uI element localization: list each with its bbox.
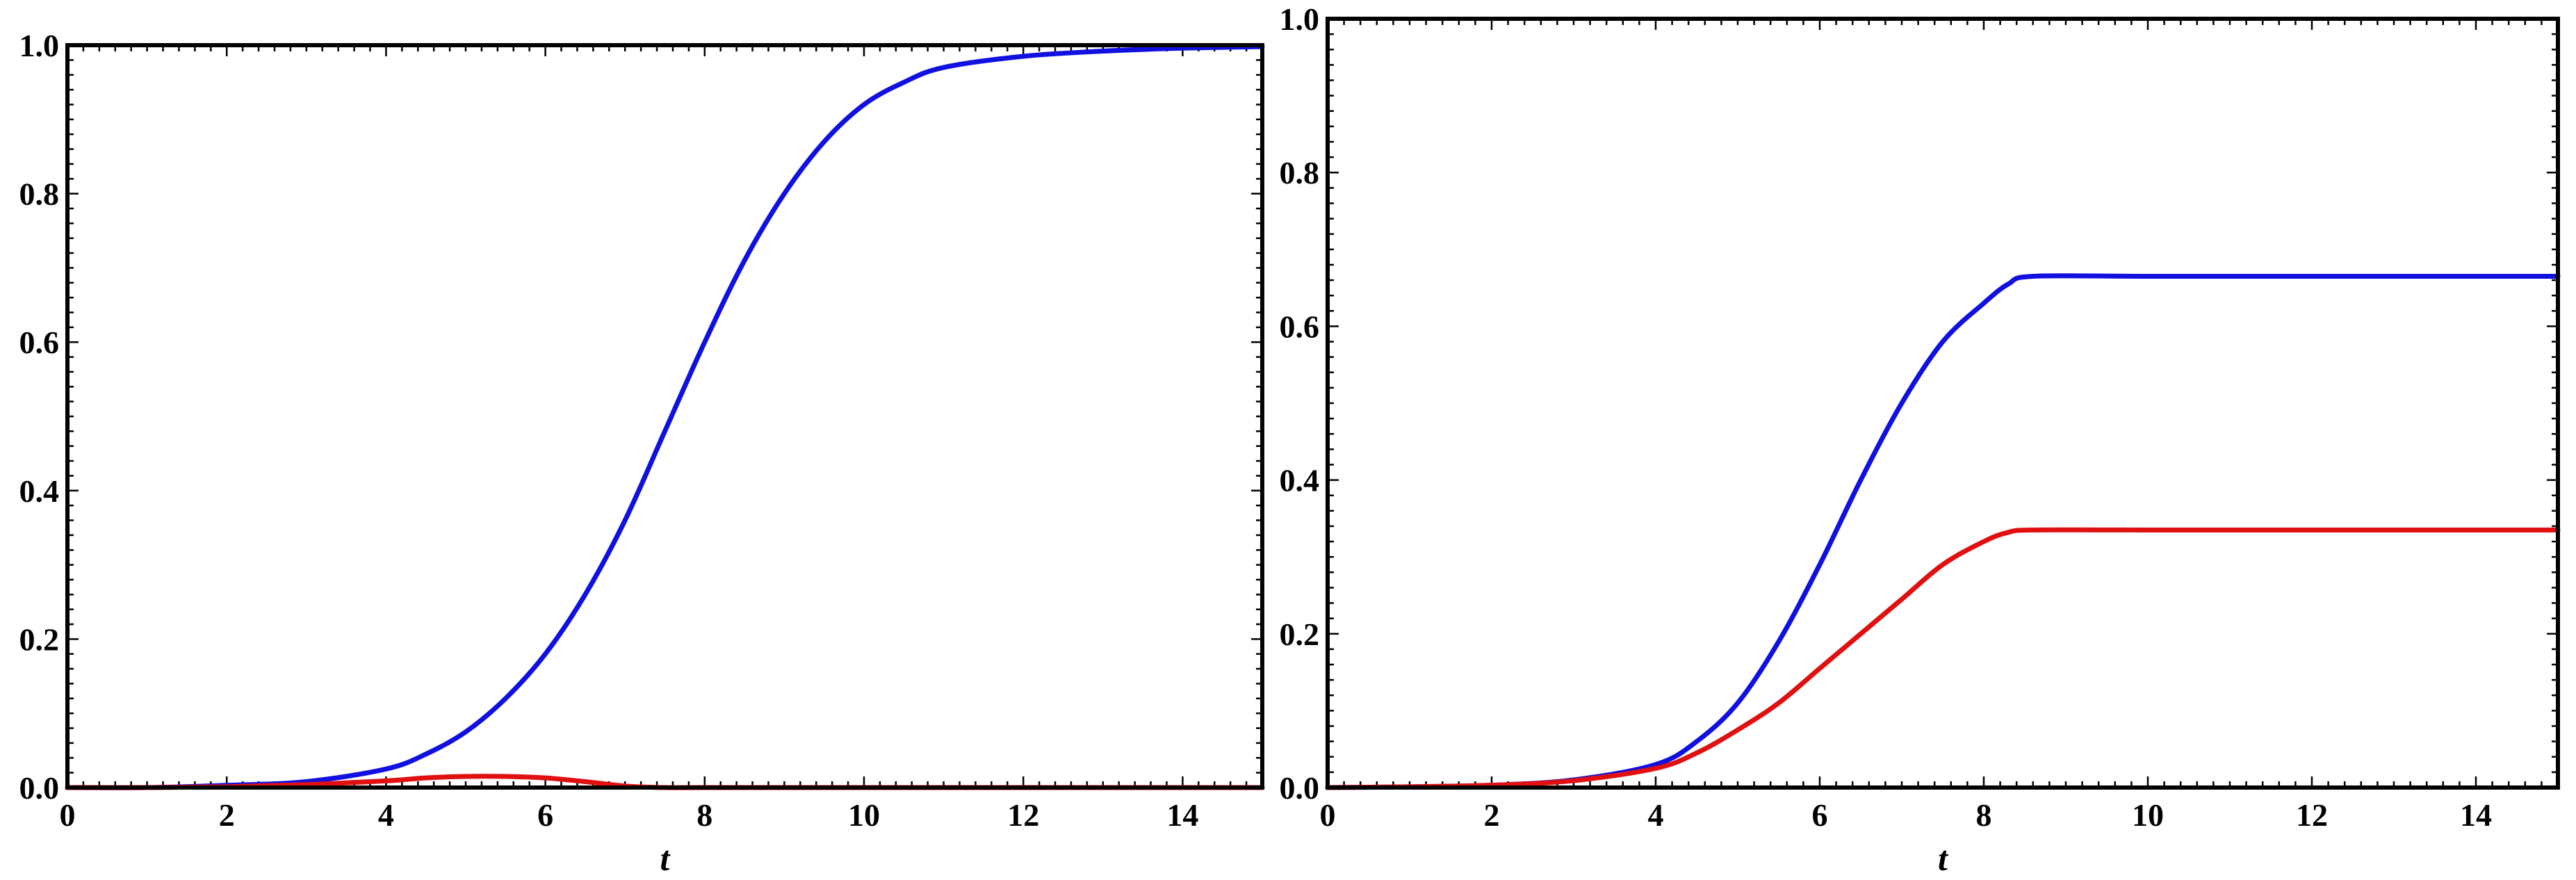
x-tick-label: 4 [378,797,394,833]
y-tick-label: 0.8 [19,177,60,212]
x-tick-label: 2 [1484,797,1500,833]
y-tick-label: 0.4 [19,473,60,509]
y-tick-label: 0.6 [1280,309,1320,344]
x-tick-label: 4 [1648,797,1664,833]
y-tick-label: 0.2 [19,621,60,657]
x-tick-label: 10 [2132,797,2164,833]
right-plot-panel: 0 2 4 6 8 10 12 14 0.0 0.2 0.4 0.6 0.8 1.0 t [1280,1,2561,878]
x-tick-label: 8 [696,797,712,833]
y-tick-label: 0.4 [1280,463,1320,498]
x-tick-label: 0 [60,797,76,833]
y-tick-label: 0.2 [1280,617,1320,652]
x-axis-title: t [1938,839,1949,878]
y-tick-label: 0.0 [1280,770,1320,806]
x-tick-label: 14 [2460,797,2492,833]
x-tick-label: 12 [2296,797,2328,833]
x-tick-label: 0 [1320,797,1336,833]
y-tick-label: 0.0 [19,770,60,806]
plot-frame [1326,17,2560,790]
y-tick-label: 1.0 [19,28,60,63]
y-tick-label: 0.6 [19,325,60,360]
x-tick-label: 8 [1976,797,1992,833]
x-tick-label: 6 [537,797,553,833]
y-tick-label: 1.0 [1280,1,1320,37]
x-tick-label: 14 [1166,797,1198,833]
left-plot-panel: 0 2 4 6 8 10 12 14 0.0 0.2 0.4 0.6 0.8 1.0 t [19,28,1265,878]
y-tick-label: 0.8 [1280,155,1320,190]
series-0-line [65,44,1265,790]
x-tick-label: 12 [1007,797,1039,833]
x-tick-label: 2 [219,797,235,833]
x-axis-title: t [660,839,671,878]
series-1-line [1325,527,2561,790]
x-tick-label: 6 [1812,797,1828,833]
plot-frame [65,43,1264,790]
x-tick-label: 10 [848,797,880,833]
